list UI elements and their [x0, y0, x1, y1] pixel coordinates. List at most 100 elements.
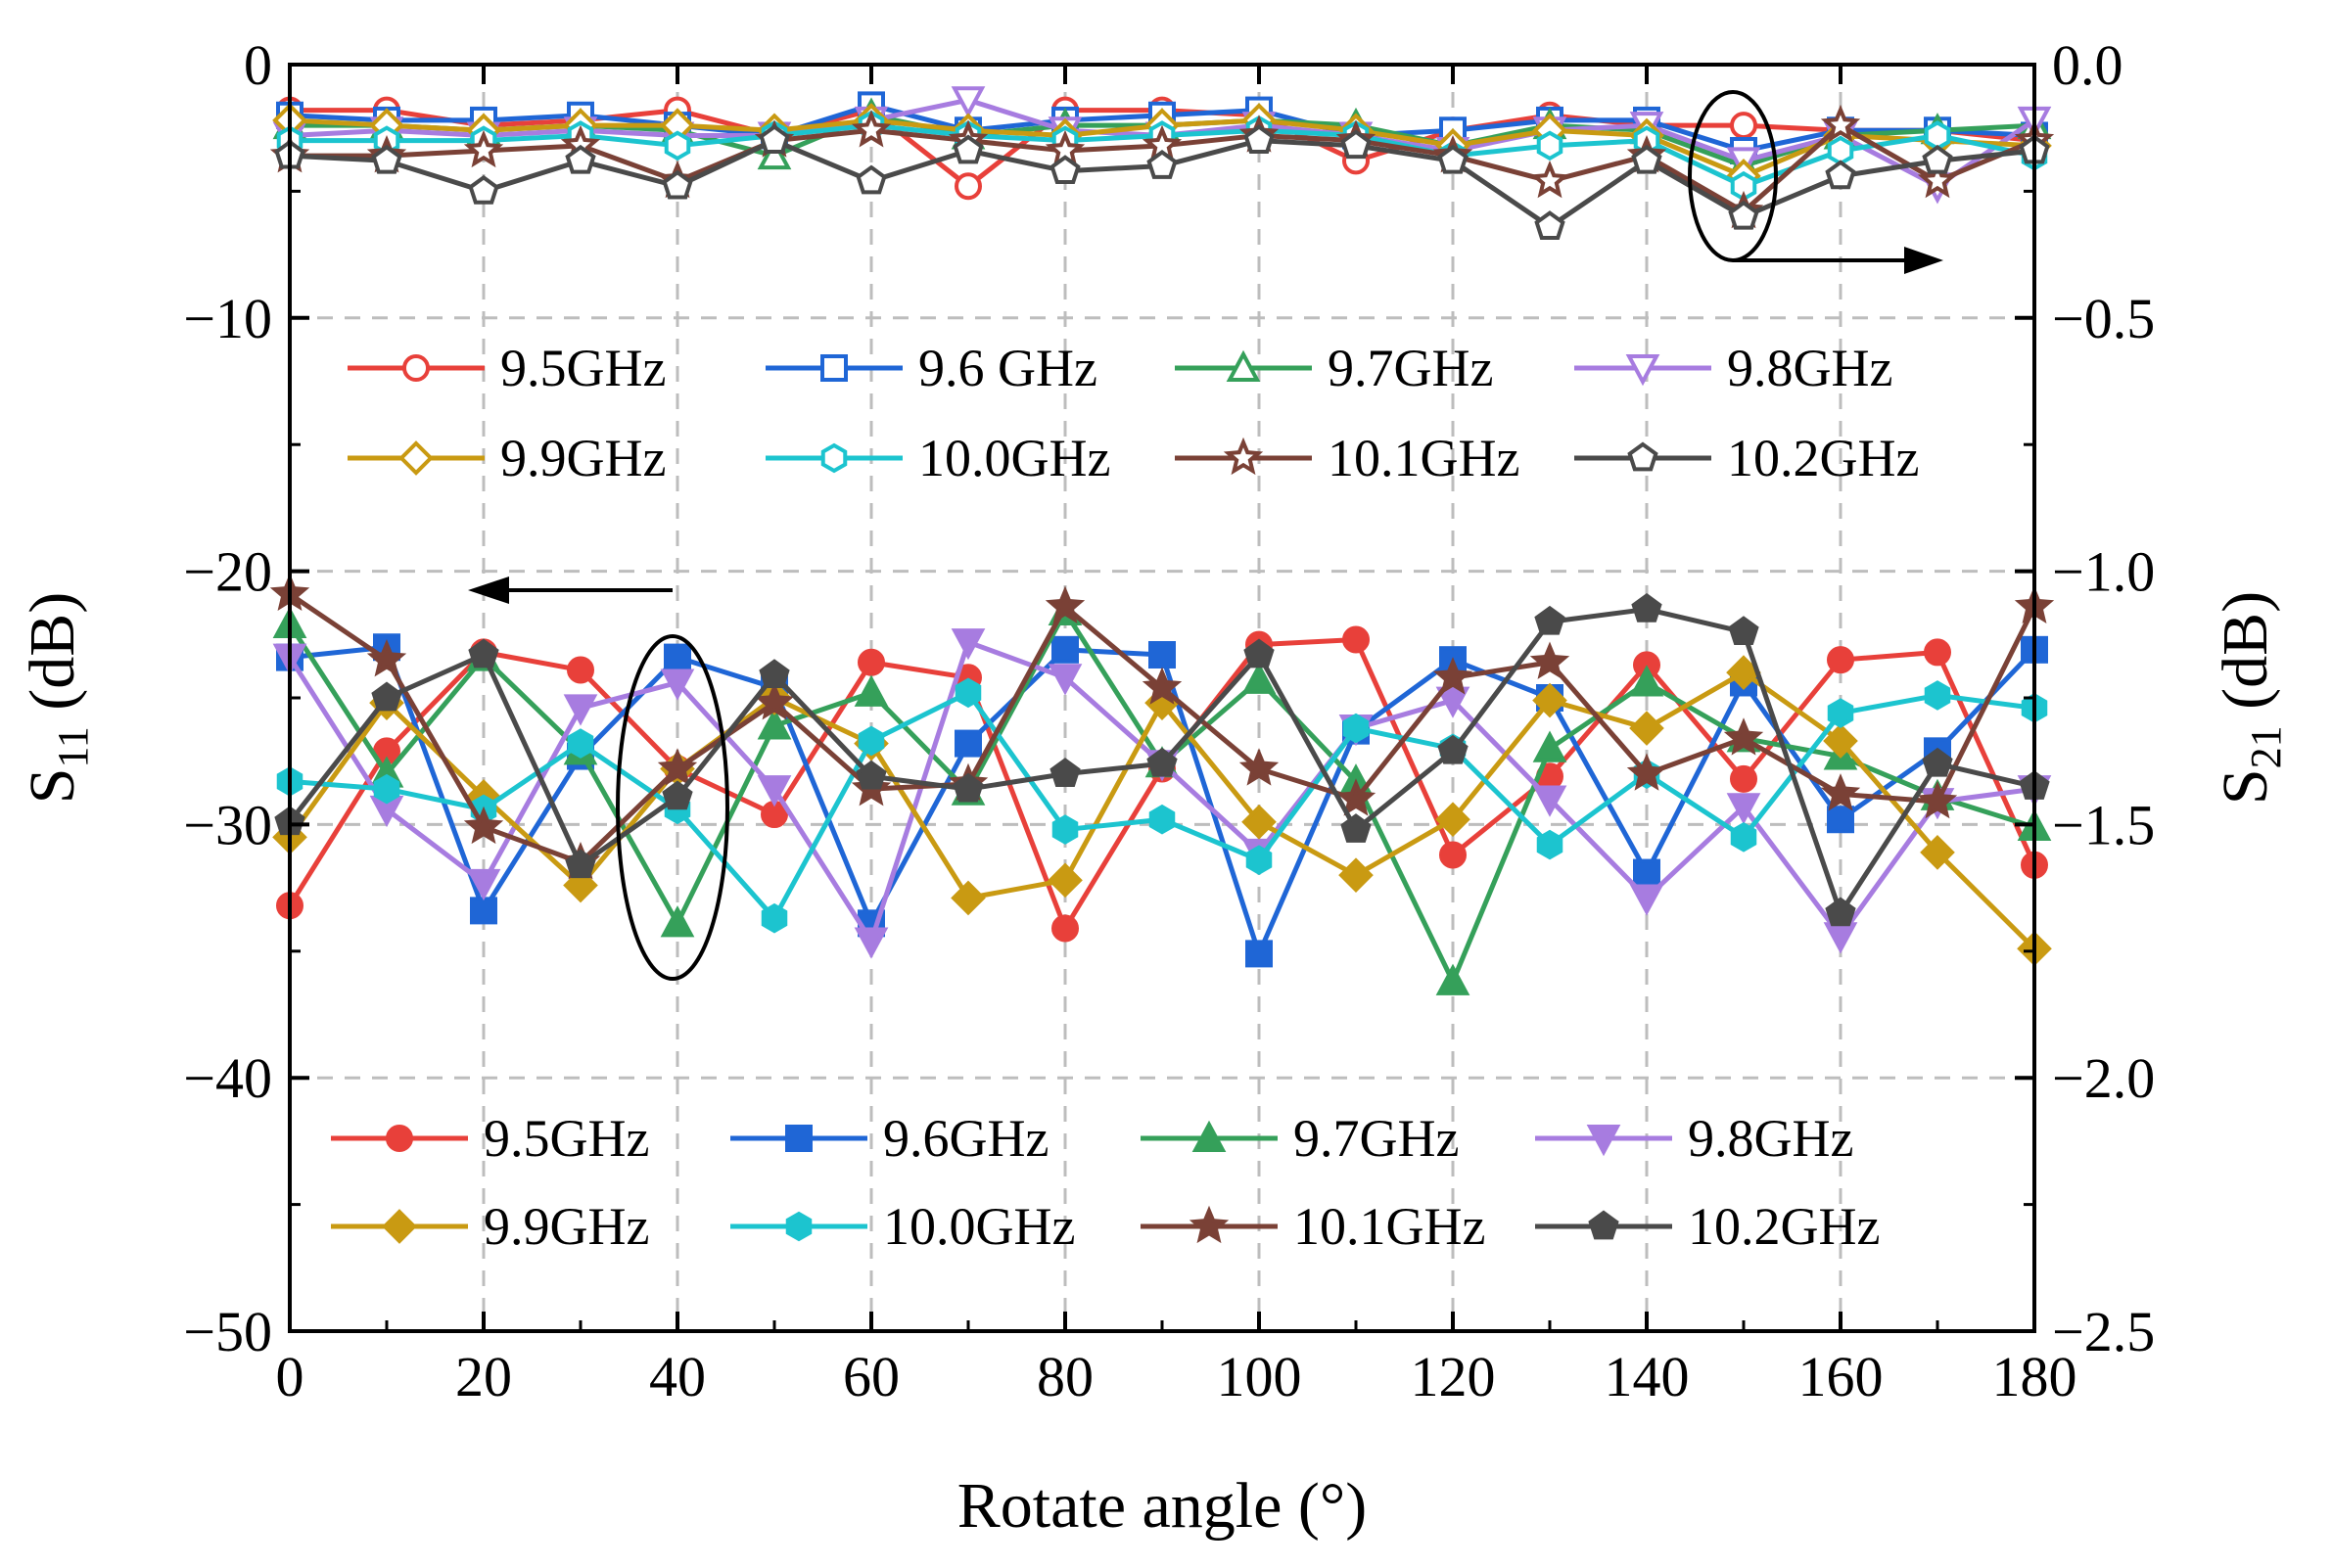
s11-data-point	[858, 648, 885, 676]
s21-legend-marker	[1226, 349, 1261, 382]
s21-legend-marker	[1625, 354, 1660, 387]
s11-data-point	[1045, 585, 1086, 623]
s11-legend-entry: 9.8GHz	[1535, 1109, 1853, 1168]
s11-data-point	[662, 780, 693, 810]
s21-data-point	[1917, 160, 1958, 199]
s11-data-point	[754, 681, 795, 720]
s11-data-point	[1730, 822, 1757, 853]
s11-legend-label: 9.9GHz	[484, 1197, 649, 1256]
s11-data-point	[1238, 748, 1280, 786]
s11-data-point	[1437, 734, 1469, 764]
right-y-tick-label: −1.5	[2052, 793, 2155, 856]
s11-data-point	[1243, 638, 1275, 669]
s21-data-point	[664, 130, 691, 161]
right-y-tick-labels: 0.0 −0.5 −1.0 −1.5 −2.0 −2.5	[2052, 33, 2155, 1363]
left-y-tick-label: −20	[183, 540, 272, 604]
s11-data-point	[1629, 711, 1664, 746]
s21-legend-entry: 10.1GHz	[1175, 429, 1519, 487]
right-y-tick-label: 0.0	[2052, 33, 2123, 97]
x-tick-label: 60	[843, 1345, 900, 1408]
s11-data-point	[657, 748, 698, 786]
s21-legend-entry: 9.6 GHz	[766, 339, 1097, 397]
s11-legend-marker	[1586, 1125, 1621, 1157]
x-tick-label: 100	[1217, 1345, 1302, 1408]
s21-data-point	[759, 124, 790, 154]
s21-legend: 9.5GHz 9.6 GHz 9.7GHz 9.8GHz 9.9GHz 10.0GHz 10…	[348, 339, 1919, 487]
s11-data-point	[1827, 646, 1854, 674]
s11-data-point	[858, 725, 885, 757]
s11-data-point	[1730, 764, 1757, 793]
s21-legend-marker	[1223, 437, 1264, 476]
s21-legend-marker	[820, 442, 848, 474]
s11-data-point	[470, 897, 497, 925]
s21-legend-entry: 9.8GHz	[1574, 339, 1892, 397]
s11-legend-marker	[1588, 1210, 1619, 1240]
s21-legend-entry: 9.9GHz	[348, 429, 666, 487]
s11-legend-marker	[785, 1211, 813, 1242]
s21-data-point	[1536, 130, 1563, 161]
s21-data-point	[662, 169, 693, 200]
s21-data-point	[463, 129, 504, 168]
s11-data-point	[761, 902, 788, 934]
s11-data-point	[1922, 747, 1953, 777]
s11-data-point	[757, 775, 792, 807]
left-y-tick-label: −30	[183, 793, 272, 856]
s21-data-point	[371, 144, 402, 174]
s21-data-point	[1049, 155, 1081, 185]
s11-data-point	[1532, 730, 1567, 762]
s11-data-point	[1529, 641, 1570, 679]
left-y-axis-title-base: S	[17, 768, 88, 805]
right-y-tick-label: −2.5	[2052, 1300, 2155, 1363]
s21-legend-marker	[820, 354, 848, 382]
s21-legend-marker	[398, 440, 434, 476]
s11-legend-label: 9.8GHz	[1688, 1109, 1853, 1168]
s21-data-point	[1529, 160, 1570, 199]
s21-arrowhead	[1904, 247, 1943, 274]
s11-legend-entry: 9.9GHz	[331, 1197, 649, 1256]
x-tick-label: 40	[649, 1345, 706, 1408]
s21-data-point	[1631, 144, 1662, 174]
right-y-axis-title: S21 (dB)	[2210, 591, 2290, 805]
s11-data-point	[1825, 897, 1856, 927]
s11-data-point	[1820, 773, 1861, 811]
s21-data-point	[565, 144, 596, 174]
annotations	[468, 90, 1943, 981]
s11-data-point	[373, 773, 400, 805]
s11-legend-entry: 9.6GHz	[730, 1109, 1049, 1168]
s21-legend-entry: 9.7GHz	[1175, 339, 1493, 397]
s21-legend-label: 10.0GHz	[918, 429, 1110, 487]
x-tick-label: 20	[455, 1345, 512, 1408]
s11-data-point	[1532, 682, 1567, 718]
s11-legend-entry: 10.2GHz	[1535, 1197, 1880, 1256]
s11-data-point	[660, 669, 695, 701]
s21-series-10-2ghz	[274, 124, 2050, 240]
s11-data-point	[1629, 665, 1664, 697]
s11-legend-label: 10.2GHz	[1688, 1197, 1880, 1256]
s21-data-point	[1827, 135, 1854, 166]
s11-data-point	[1924, 680, 1951, 711]
s11-legend-label: 10.1GHz	[1293, 1197, 1485, 1256]
s21-data-point	[1924, 120, 1951, 151]
right-y-tick-label: −2.0	[2052, 1046, 2155, 1110]
s11-data-point	[856, 760, 887, 790]
s11-data-point	[660, 905, 695, 938]
s11-arrowhead	[468, 576, 509, 604]
s11-legend-marker	[1189, 1205, 1230, 1244]
right-y-axis-title-base: S	[2210, 768, 2281, 805]
s11-legend: 9.5GHz 9.6GHz 9.7GHz 9.8GHz 9.9GHz 10.0GHz 10.…	[331, 1109, 1880, 1256]
s21-data-point	[1820, 104, 1861, 143]
s11-data-point	[1048, 862, 1083, 899]
s11-legend-marker	[382, 1209, 417, 1244]
s21-legend-label: 9.8GHz	[1727, 339, 1892, 397]
s11-data-point	[567, 728, 594, 759]
s11-data-point	[1823, 723, 1858, 759]
s11-data-point	[1920, 835, 1955, 870]
x-tick-label: 80	[1037, 1345, 1094, 1408]
s11-data-point	[1146, 747, 1178, 777]
s21-legend-label: 10.2GHz	[1727, 429, 1919, 487]
s11-data-point	[468, 638, 499, 669]
left-y-tick-label: −10	[183, 287, 272, 350]
s11-data-point	[1051, 814, 1079, 845]
s21-legend-entry: 10.2GHz	[1574, 429, 1919, 487]
s21-data-point	[1730, 112, 1757, 140]
